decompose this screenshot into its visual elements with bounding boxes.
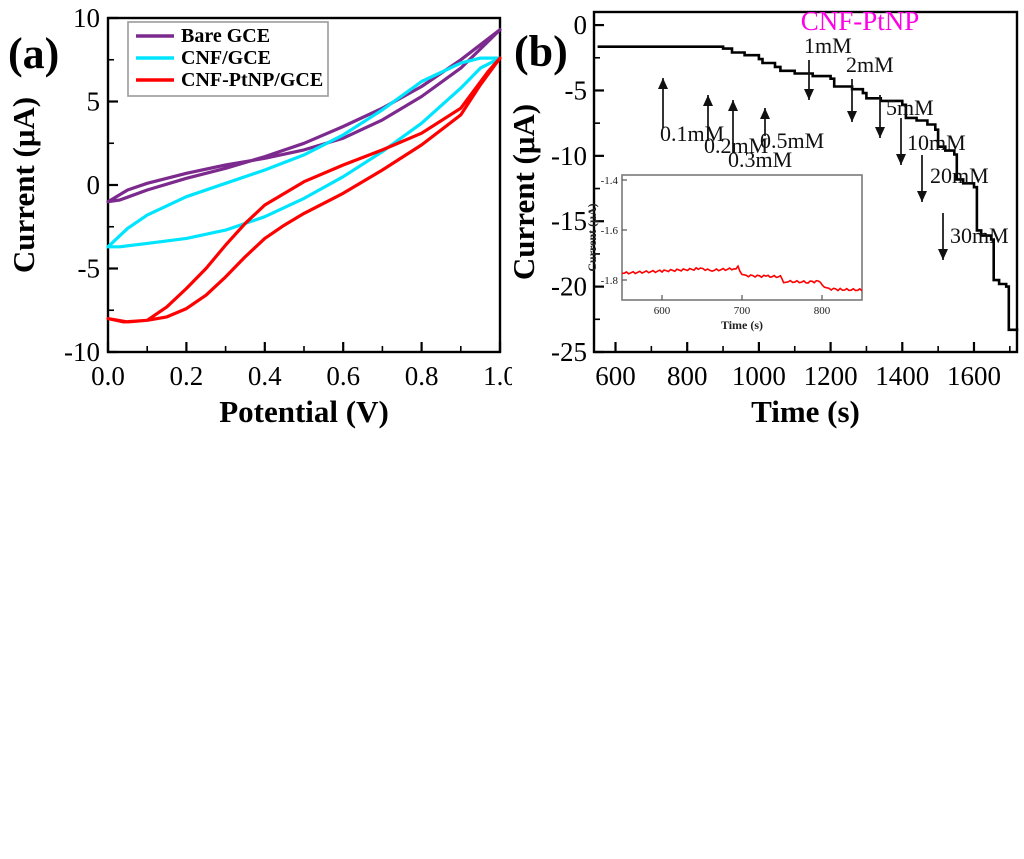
- panel-b-title: CNF-PtNP: [801, 6, 920, 36]
- panel-b-annotation-label: 2mM: [846, 52, 894, 77]
- panel-b-amperometric-response: 600 800 1000 1200 1400 1600 0 -5 -10 -15 -20 -25 Tim…: [512, 0, 1024, 430]
- panel-b-annotation-label: 1mM: [804, 33, 852, 58]
- panel-b-annotation-arrowhead: [847, 111, 857, 122]
- panel-d-svg: [512, 430, 1024, 859]
- panel-b-annotation-arrowhead: [760, 108, 770, 119]
- panel-a-svg: 0.0 0.2 0.4 0.6 0.8 1.0 10 5 0 -5 -10 Potential (V)…: [6, 3, 512, 429]
- panel-b-xticklabel: 1400: [875, 361, 929, 391]
- panel-b-annotation-arrowhead: [938, 249, 948, 260]
- panel-c-svg: [0, 430, 512, 859]
- panel-b-annotation-label: 0.2mM: [704, 133, 768, 158]
- panel-b-yticklabel: 0: [574, 10, 588, 40]
- panel-b-inset-xticklabel: 800: [814, 305, 831, 317]
- panel-b-annotation-label: 5mM: [886, 95, 934, 120]
- panel-b-annotation-label: 0.5mM: [760, 128, 824, 153]
- panel-b-svg: 600 800 1000 1200 1400 1600 0 -5 -10 -15 -20 -25 Tim…: [512, 6, 1019, 429]
- panel-b-yticklabel: -20: [551, 272, 587, 302]
- panel-b-yaxis-title: Current (μA): [512, 104, 541, 280]
- panel-b-inset-yticklabel: -1.4: [601, 175, 619, 187]
- panel-b-xaxis-title: Time (s): [751, 394, 860, 429]
- panel-a-letter: (a): [8, 29, 59, 78]
- panel-b-trace: [597, 45, 1019, 332]
- panel-b-annotation-arrowhead: [896, 154, 906, 165]
- panel-b-yticklabel: -15: [551, 206, 587, 236]
- panel-a-yaxis-title: Current (μA): [6, 97, 41, 273]
- panel-a-curve-bare-gce: [106, 28, 502, 204]
- panel-b-annotation-arrowhead: [875, 127, 885, 138]
- panel-a-cyclic-voltammetry: 0.0 0.2 0.4 0.6 0.8 1.0 10 5 0 -5 -10 Potential (V)…: [0, 0, 512, 430]
- panel-a-xaxis-title: Potential (V): [219, 394, 389, 429]
- panel-d-interference-test: [512, 430, 1024, 859]
- panel-b-xticklabel: 1200: [804, 361, 858, 391]
- panel-c-calibration-curve: [0, 430, 512, 859]
- panel-b-inset-frame: [621, 174, 863, 301]
- panel-b-inset-trace: [621, 264, 863, 292]
- panel-a-yticklabel: 10: [73, 3, 100, 33]
- panel-a-xticklabel: 0.8: [405, 361, 439, 391]
- panel-b-annotation-label: 30mM: [950, 223, 1009, 248]
- panel-b-annotation-arrowhead: [658, 78, 668, 89]
- panel-b-xticklabel: 600: [595, 361, 636, 391]
- panel-b-annotation-arrowhead: [728, 100, 738, 111]
- panel-a-curve-cnf-ptnp-gce: [106, 56, 502, 324]
- panel-a-legend-label: CNF-PtNP/GCE: [181, 69, 323, 91]
- panel-a-yticklabel: 5: [87, 87, 101, 117]
- panel-a-xticklabel: 1.0: [483, 361, 512, 391]
- panel-b-annotation-label: 10mM: [907, 130, 966, 155]
- panel-b-annotation-arrowhead: [703, 95, 713, 106]
- panel-a-xticklabel: 0.4: [248, 361, 282, 391]
- panel-b-inset-xticklabel: 700: [734, 305, 751, 317]
- panel-b-inset-xticklabel: 600: [654, 305, 671, 317]
- panel-a-xticklabel: 0.6: [326, 361, 360, 391]
- panel-b-annotation-arrowhead: [804, 89, 814, 100]
- panel-b-annotation-label: 0.3mM: [728, 147, 792, 172]
- panel-a-xticklabel: 0.0: [91, 361, 125, 391]
- panel-b-letter: (b): [514, 27, 568, 76]
- panel-b-annotation-label: 20mM: [930, 163, 989, 188]
- panel-a-xticklabel: 0.2: [170, 361, 204, 391]
- panel-b-xticklabel: 1000: [732, 361, 786, 391]
- panel-b-inset-xaxis-title: Time (s): [721, 318, 763, 332]
- panel-a-legend-label: Bare GCE: [181, 25, 270, 47]
- panel-b-inset-yaxis-title: Current (μA): [585, 203, 599, 271]
- panel-b-yticklabel: -25: [551, 337, 587, 367]
- panel-a-yticklabel: -10: [64, 337, 100, 367]
- panel-b-inset-yticklabel: -1.8: [601, 275, 619, 287]
- panel-b-xticklabel: 800: [667, 361, 708, 391]
- panel-b-annotation-label: 0.1mM: [660, 121, 724, 146]
- panel-b-annotation-arrowhead: [917, 191, 927, 202]
- panel-b-yticklabel: -5: [565, 75, 588, 105]
- panel-b-inset-yticklabel: -1.6: [601, 225, 619, 237]
- panel-a-yticklabel: 0: [87, 170, 101, 200]
- panel-b-yticklabel: -10: [551, 141, 587, 171]
- panel-a-yticklabel: -5: [78, 254, 101, 284]
- panel-b-xticklabel: 1600: [947, 361, 1001, 391]
- panel-a-legend-label: CNF/GCE: [181, 47, 271, 69]
